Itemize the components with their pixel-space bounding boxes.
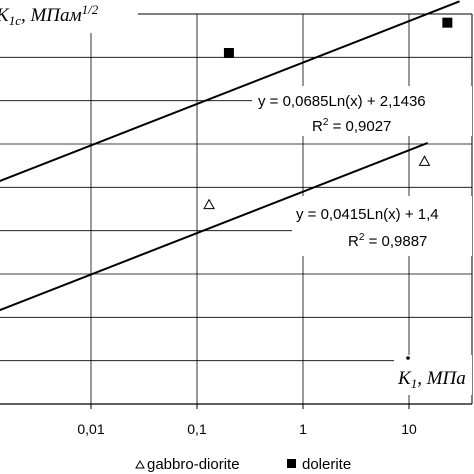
x-tick-label: 0,01 [77,421,104,437]
legend-square-icon [287,459,296,468]
point-gabbro-diorite [203,198,215,210]
trend-equation-dolerite: y = 0,0685Ln(x) + 2,1436 [258,93,426,110]
point-dolerite [223,48,234,58]
trendline-dolerite [0,0,460,182]
x-tick-labels: 0,01 0,1 1 10 [77,404,417,437]
x-axis-label-dot [406,356,410,360]
legend: gabbro-diorite dolerite [135,456,351,473]
eq-gabbro-bg [292,196,472,256]
eq-dolerite-bg [252,86,472,136]
legend-triangle-icon [135,459,145,469]
point-dolerite [442,17,453,28]
r2-gabbro-diorite: R2 = 0,9887 [348,232,427,250]
r2-dolerite: R2 = 0,9027 [312,117,391,135]
y-axis-label: K1c, МПам1/2 [0,2,99,28]
x-axis-label-bg [394,355,472,395]
x-tick-label: 1 [299,421,307,437]
legend-label-gabbro-diorite: gabbro-diorite [147,456,240,473]
x-axis-label: K1, МПа [397,368,466,391]
y-axis-label-bg [0,0,138,33]
legend-label-dolerite: dolerite [302,456,351,473]
x-tick-label: 0,1 [187,421,207,437]
data-markers [203,17,453,210]
x-tick-label: 10 [401,421,417,437]
trendline-gabbro-diorite [0,142,429,312]
trend-equation-gabbro-diorite: y = 0,0415Ln(x) + 1,4 [296,206,439,223]
trendlines [0,0,460,312]
point-gabbro-diorite [418,155,431,166]
